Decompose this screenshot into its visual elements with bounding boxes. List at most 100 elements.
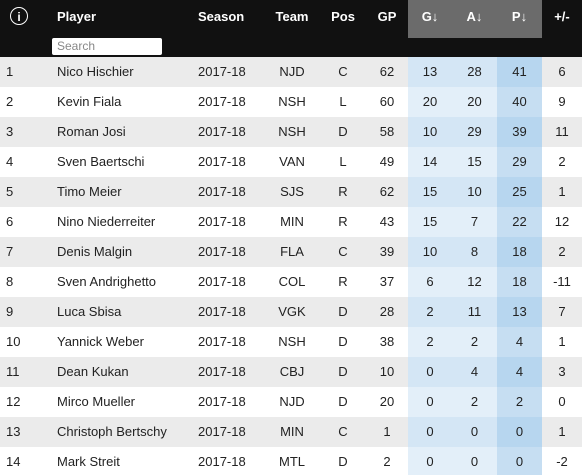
table-row: 1 Nico Hischier 2017-18 NJD C 62 13 28 41 6 <box>0 57 582 87</box>
table-cell: 11 <box>452 297 497 327</box>
table-cell: Nino Niederreiter <box>57 214 156 229</box>
table-row: 13 Christoph Bertschy 2017-18 MIN C 1 0 0 0 1 <box>0 417 582 447</box>
table-cell: 10 <box>408 237 452 267</box>
column-header[interactable]: G↓ <box>421 9 439 24</box>
table-cell: 13 <box>497 297 542 327</box>
table-row: 3 Roman Josi 2017-18 NSH D 58 10 29 39 11 <box>0 117 582 147</box>
table-cell: 39 <box>497 117 542 147</box>
table-cell: 2 <box>452 327 497 357</box>
column-header[interactable]: Player <box>57 9 97 24</box>
table-cell: 0 <box>408 387 452 417</box>
table-cell: 18 <box>497 237 542 267</box>
table-cell: 11 <box>555 124 569 139</box>
table-cell: D <box>338 364 348 379</box>
table-cell: C <box>338 244 348 259</box>
table-cell: 2017-18 <box>198 94 246 109</box>
table-cell: 4 <box>6 154 14 169</box>
table-cell: 4 <box>497 327 542 357</box>
table-cell: 25 <box>497 177 542 207</box>
table-cell: 9 <box>558 94 566 109</box>
table-cell: D <box>338 304 348 319</box>
column-header[interactable]: +/- <box>554 9 570 24</box>
column-header[interactable]: Pos <box>331 9 355 24</box>
table-cell: 7 <box>452 207 497 237</box>
column-header[interactable]: P↓ <box>511 9 528 24</box>
table-cell: 15 <box>408 207 452 237</box>
table-cell: Yannick Weber <box>57 334 144 349</box>
table-cell: Sven Baertschi <box>57 154 145 169</box>
table-cell: 2 <box>497 387 542 417</box>
table-cell: 2017-18 <box>198 424 246 439</box>
table-cell: 3 <box>558 364 566 379</box>
table-cell: 6 <box>408 267 452 297</box>
table-cell: 12 <box>452 267 497 297</box>
table-cell: 1 <box>558 424 566 439</box>
table-cell: 1 <box>558 334 566 349</box>
table-cell: 10 <box>6 334 21 349</box>
table-cell: 14 <box>6 454 21 469</box>
column-header[interactable]: Team <box>275 9 309 24</box>
table-cell: D <box>338 334 348 349</box>
table-cell: 2017-18 <box>198 394 246 409</box>
table-cell: Sven Andrighetto <box>57 274 157 289</box>
table-cell: 2 <box>558 244 566 259</box>
table-cell: 28 <box>379 304 395 319</box>
table-cell: 0 <box>408 417 452 447</box>
table-cell: 10 <box>379 364 395 379</box>
table-cell: Timo Meier <box>57 184 122 199</box>
table-cell: 43 <box>379 214 395 229</box>
table-cell: 0 <box>497 417 542 447</box>
table-cell: 7 <box>6 244 14 259</box>
table-cell: 2017-18 <box>198 334 246 349</box>
table-cell: Kevin Fiala <box>57 94 122 109</box>
search-input[interactable]: Search <box>52 38 162 55</box>
table-cell: 13 <box>6 424 21 439</box>
table-row: 12 Mirco Mueller 2017-18 NJD D 20 0 2 2 0 <box>0 387 582 417</box>
table-cell: 39 <box>379 244 395 259</box>
info-icon[interactable]: i <box>10 7 28 25</box>
table-cell: 0 <box>452 417 497 447</box>
table-cell: NSH <box>278 94 306 109</box>
table-cell: 40 <box>497 87 542 117</box>
table-cell: 29 <box>497 147 542 177</box>
table-cell: 20 <box>452 87 497 117</box>
table-cell: 1 <box>558 184 566 199</box>
table-row: 11 Dean Kukan 2017-18 CBJ D 10 0 4 4 3 <box>0 357 582 387</box>
table-cell: 6 <box>558 64 566 79</box>
table-cell: 2 <box>408 327 452 357</box>
table-cell: VGK <box>278 304 306 319</box>
column-header[interactable]: A↓ <box>466 9 483 24</box>
table-row: 6 Nino Niederreiter 2017-18 MIN R 43 15 7 22 12 <box>0 207 582 237</box>
table-cell: 2017-18 <box>198 364 246 379</box>
table-cell: Mirco Mueller <box>57 394 136 409</box>
table-cell: 29 <box>452 117 497 147</box>
table-cell: Mark Streit <box>57 454 120 469</box>
table-cell: 20 <box>408 87 452 117</box>
column-header[interactable]: GP <box>377 9 397 24</box>
table-row: 9 Luca Sbisa 2017-18 VGK D 28 2 11 13 7 <box>0 297 582 327</box>
table-cell: 49 <box>379 154 395 169</box>
table-cell: 1 <box>383 424 391 439</box>
table-cell: 37 <box>379 274 395 289</box>
table-cell: 4 <box>497 357 542 387</box>
table-row: 14 Mark Streit 2017-18 MTL D 2 0 0 0 -2 <box>0 447 582 475</box>
table-cell: 0 <box>497 447 542 475</box>
table-cell: -11 <box>553 274 571 289</box>
table-cell: Luca Sbisa <box>57 304 122 319</box>
table-cell: 6 <box>6 214 14 229</box>
table-cell: 2 <box>383 454 391 469</box>
column-header[interactable]: Season <box>198 9 245 24</box>
table-cell: 41 <box>497 57 542 87</box>
sorted-columns-header <box>408 0 542 38</box>
table-cell: 0 <box>408 447 452 475</box>
table-cell: MIN <box>280 214 304 229</box>
table-cell: 14 <box>408 147 452 177</box>
table-row: 5 Timo Meier 2017-18 SJS R 62 15 10 25 1 <box>0 177 582 207</box>
table-cell: 58 <box>379 124 395 139</box>
table-cell: FLA <box>280 244 304 259</box>
table-cell: MTL <box>279 454 305 469</box>
table-cell: Dean Kukan <box>57 364 129 379</box>
table-cell: 2017-18 <box>198 124 246 139</box>
table-cell: 2017-18 <box>198 274 246 289</box>
table-cell: SJS <box>280 184 304 199</box>
